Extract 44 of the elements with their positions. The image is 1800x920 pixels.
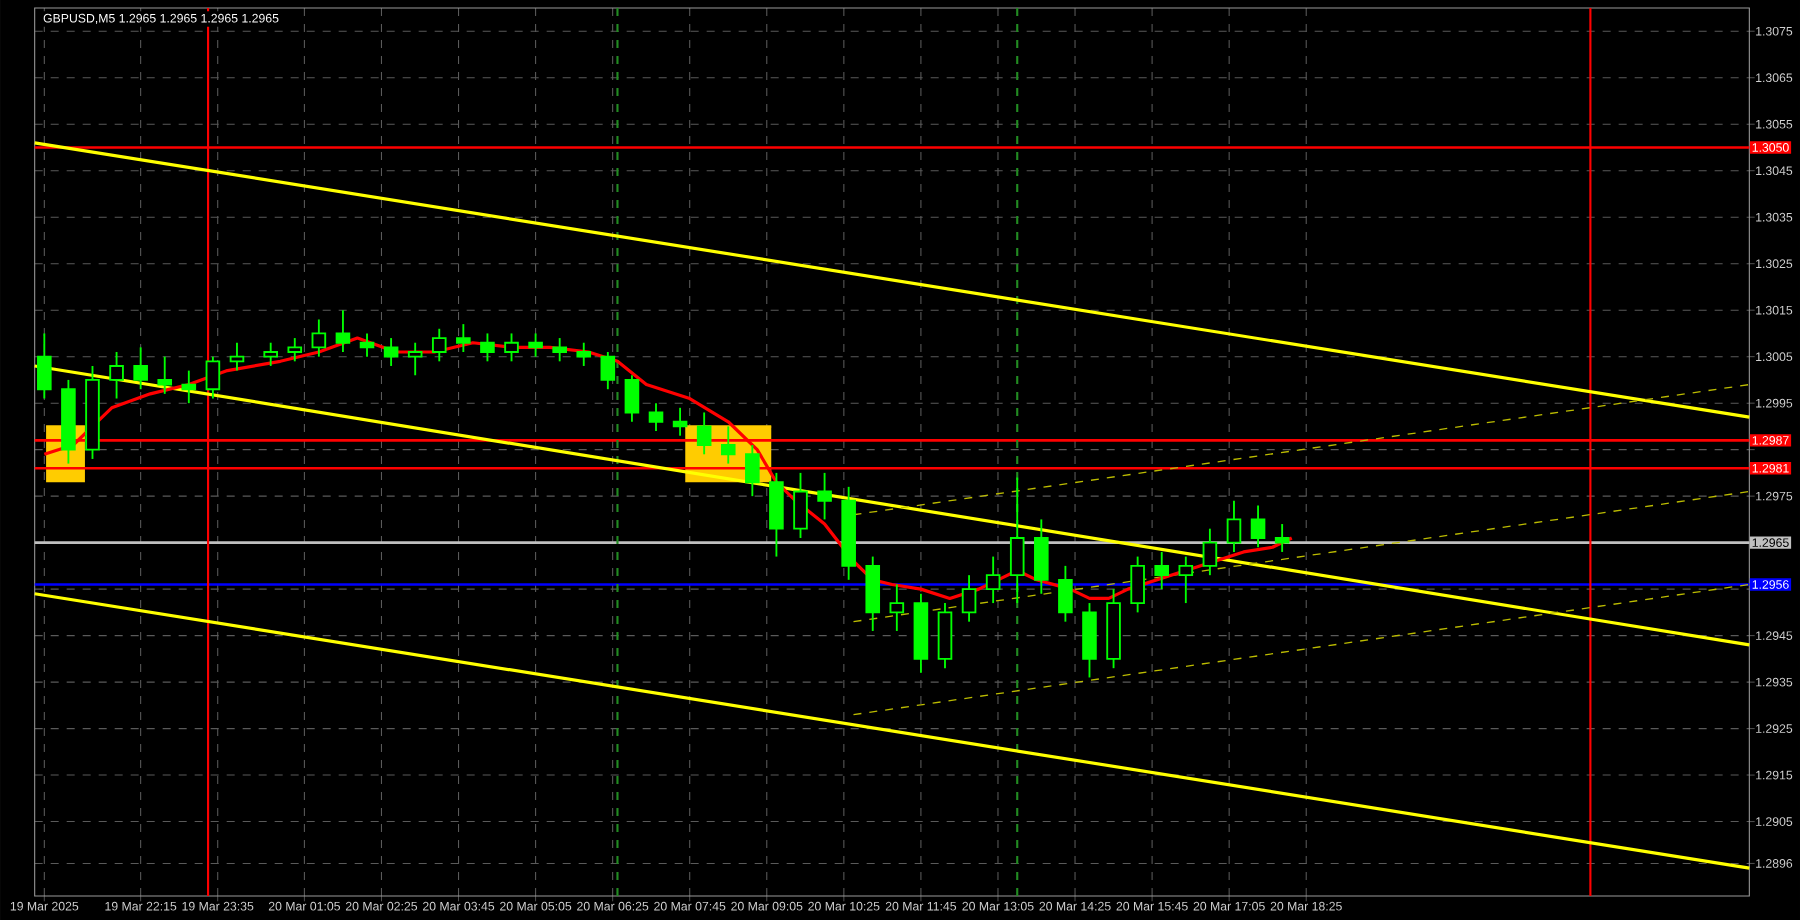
candlestick [287, 337, 303, 363]
candlestick [1202, 527, 1218, 577]
candlestick [229, 341, 245, 372]
candlestick [672, 406, 688, 437]
candlestick [263, 341, 278, 367]
candlestick [769, 471, 784, 558]
candlestick [1250, 504, 1266, 549]
candlestick [1130, 555, 1145, 614]
candlestick [937, 602, 953, 670]
candlestick [157, 355, 173, 395]
candlestick [1178, 555, 1194, 605]
candlestick [576, 341, 592, 367]
candlestick [913, 592, 929, 674]
candlestick [61, 378, 76, 465]
candlestick [37, 332, 52, 400]
candlestick [552, 337, 567, 363]
candlestick [181, 369, 197, 405]
candlestick [1058, 564, 1073, 623]
candlestick [720, 425, 736, 465]
candlestick [335, 309, 351, 353]
candlestick [1274, 523, 1290, 553]
candlestick [407, 341, 423, 377]
candlestick [456, 323, 471, 353]
candlestick [696, 411, 712, 456]
candlestick [985, 555, 1001, 605]
candlestick [1154, 550, 1170, 591]
candlestick [528, 332, 543, 358]
candlestick [745, 444, 760, 498]
candlestick [648, 402, 664, 432]
candlestick [961, 574, 977, 623]
candlestick [133, 346, 148, 391]
candlestick [865, 555, 881, 632]
candlestick [1106, 588, 1121, 670]
candlestick [817, 471, 832, 521]
candlestick [311, 318, 327, 358]
candlestick [383, 337, 399, 367]
candlestick [1226, 499, 1242, 553]
candlestick [889, 583, 905, 632]
candlestick [359, 332, 375, 358]
candlestick [431, 327, 447, 363]
candlestick [1034, 518, 1049, 595]
candlestick [841, 485, 856, 581]
candlestick [109, 351, 124, 400]
candlestick [1009, 476, 1025, 605]
